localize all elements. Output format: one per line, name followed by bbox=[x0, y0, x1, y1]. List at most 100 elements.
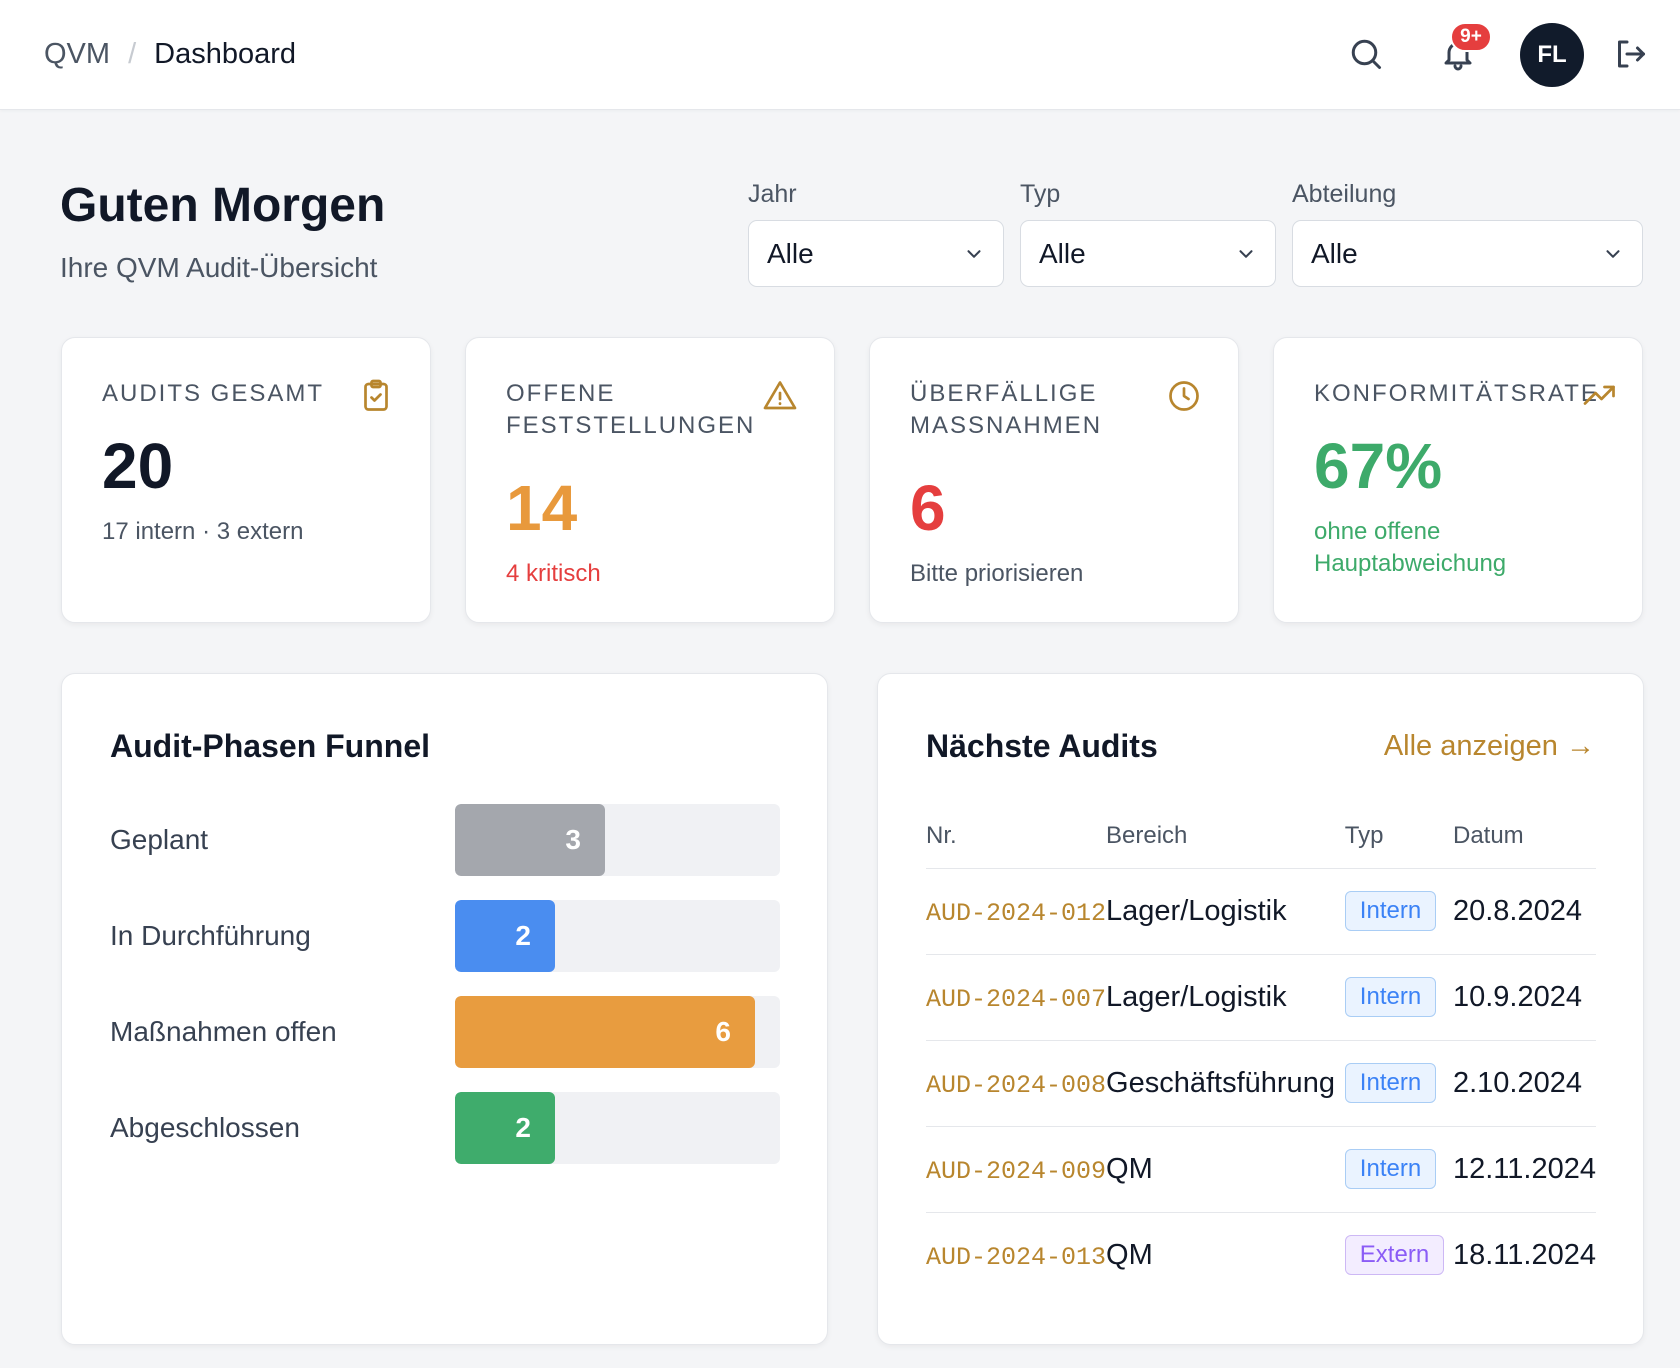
top-bar: QVM / Dashboard 9+ FL bbox=[0, 0, 1680, 110]
audit-date: 20.8.2024 bbox=[1452, 868, 1596, 955]
funnel-row: Abgeschlossen 2 bbox=[110, 1092, 780, 1164]
funnel-bar-in-durchfuehrung: 2 bbox=[455, 900, 555, 972]
funnel-row: In Durchführung 2 bbox=[110, 900, 780, 972]
clock-icon bbox=[1169, 381, 1199, 411]
kpi-card-audits: AUDITS GESAMT 20 17 intern · 3 extern bbox=[61, 337, 431, 623]
notification-badge: 9+ bbox=[1450, 22, 1492, 52]
audit-number[interactable]: AUD-2024-012 bbox=[926, 898, 1107, 928]
audit-date: 12.11.2024 bbox=[1452, 1126, 1596, 1213]
audit-area: Lager/Logistik bbox=[1106, 868, 1345, 955]
type-badge: Intern bbox=[1344, 977, 1437, 1017]
funnel-bar-geplant: 3 bbox=[455, 804, 605, 876]
funnel-track: 2 bbox=[455, 900, 780, 972]
type-select[interactable]: Alle bbox=[1020, 220, 1276, 287]
kpi-card-findings: OFFENE FESTSTELLUNGEN 14 4 kritisch bbox=[465, 337, 835, 623]
next-audits-title: Nächste Audits bbox=[926, 728, 1158, 764]
kpi-label: KONFORMITÄTSRATE bbox=[1314, 380, 1599, 407]
filter-label: Abteilung bbox=[1292, 180, 1397, 208]
filter-label: Jahr bbox=[748, 180, 797, 208]
department-select[interactable]: Alle bbox=[1292, 220, 1643, 287]
funnel-label: Maßnahmen offen bbox=[110, 1016, 337, 1047]
kpi-subtext: 4 kritisch bbox=[506, 560, 601, 587]
column-header-typ: Typ bbox=[1344, 804, 1453, 869]
breadcrumb: QVM / Dashboard bbox=[44, 38, 296, 71]
year-select[interactable]: Alle bbox=[748, 220, 1004, 287]
audit-number[interactable]: AUD-2024-009 bbox=[926, 1156, 1107, 1186]
kpi-subtext: ohne offene Hauptabweichung bbox=[1314, 518, 1507, 577]
audit-area: Lager/Logistik bbox=[1106, 954, 1345, 1041]
clipboard-check-icon bbox=[364, 379, 388, 411]
chevron-down-icon bbox=[967, 249, 981, 258]
audit-area: QM bbox=[1106, 1126, 1345, 1213]
filter-jahr: Jahr Alle bbox=[748, 180, 1004, 287]
funnel-row: Geplant 3 bbox=[110, 804, 780, 876]
audit-date: 2.10.2024 bbox=[1452, 1040, 1596, 1127]
kpi-label: OFFENE FESTSTELLUNGEN bbox=[506, 380, 756, 439]
table-row[interactable]: AUD-2024-008 Geschäftsführung Intern 2.1… bbox=[926, 1040, 1596, 1127]
audits-table: Nr. Bereich Typ Datum AUD-2024-012 Lager… bbox=[926, 804, 1596, 1298]
funnel-bar-value: 3 bbox=[565, 824, 581, 855]
select-value: Alle bbox=[1311, 237, 1358, 269]
warning-triangle-icon bbox=[763, 381, 797, 410]
logout-button[interactable] bbox=[1608, 32, 1652, 76]
logout-icon bbox=[1618, 40, 1645, 68]
kpi-subtext: Bitte priorisieren bbox=[910, 560, 1084, 587]
kpi-value: 14 bbox=[506, 472, 578, 544]
funnel-track: 6 bbox=[455, 996, 780, 1068]
search-icon bbox=[1351, 39, 1381, 69]
kpi-label: AUDITS GESAMT bbox=[102, 380, 325, 407]
audit-number[interactable]: AUD-2024-007 bbox=[926, 984, 1107, 1014]
funnel-title: Audit-Phasen Funnel bbox=[110, 728, 430, 764]
audit-date: 10.9.2024 bbox=[1452, 954, 1596, 1041]
filter-label: Typ bbox=[1020, 180, 1061, 208]
audit-number[interactable]: AUD-2024-013 bbox=[926, 1242, 1107, 1272]
audit-area: QM bbox=[1106, 1238, 1153, 1271]
breadcrumb-separator: / bbox=[128, 38, 137, 70]
kpi-value: 6 bbox=[910, 472, 946, 544]
kpi-card-overdue: ÜBERFÄLLIGE MASSNAHMEN 6 Bitte priorisie… bbox=[869, 337, 1239, 623]
select-value: Alle bbox=[767, 237, 814, 269]
funnel-track: 2 bbox=[455, 1092, 780, 1164]
next-audits-panel: Nächste Audits Alle anzeigen → Nr. Berei… bbox=[877, 673, 1644, 1345]
kpi-label: ÜBERFÄLLIGE MASSNAHMEN bbox=[910, 380, 1103, 439]
kpi-subtext: 17 intern · 3 extern bbox=[102, 518, 304, 545]
type-badge: Intern bbox=[1344, 1149, 1437, 1189]
audit-date: 18.11.2024 bbox=[1452, 1238, 1596, 1271]
table-row[interactable]: AUD-2024-007 Lager/Logistik Intern 10.9.… bbox=[926, 954, 1596, 1041]
table-row[interactable]: AUD-2024-009 QM Intern 12.11.2024 bbox=[926, 1126, 1596, 1213]
funnel-label: In Durchführung bbox=[110, 920, 311, 951]
kpi-value: 20 bbox=[102, 430, 174, 502]
page-title: Guten Morgen bbox=[60, 179, 386, 232]
funnel-bar-value: 6 bbox=[715, 1016, 731, 1047]
avatar[interactable]: FL bbox=[1520, 23, 1584, 87]
search-button[interactable] bbox=[1344, 32, 1388, 76]
show-all-link[interactable]: Alle anzeigen → bbox=[1383, 730, 1595, 762]
select-value: Alle bbox=[1039, 237, 1086, 269]
funnel-track: 3 bbox=[455, 804, 780, 876]
table-header-row: Nr. Bereich Typ Datum bbox=[926, 804, 1596, 869]
funnel-bar-massnahmen-offen: 6 bbox=[455, 996, 755, 1068]
breadcrumb-root[interactable]: QVM bbox=[44, 38, 111, 70]
type-badge: Extern bbox=[1344, 1235, 1445, 1276]
filter-abteilung: Abteilung Alle bbox=[1292, 180, 1643, 287]
column-header-nr: Nr. bbox=[926, 804, 1107, 869]
trending-up-icon bbox=[1583, 385, 1615, 405]
table-row[interactable]: AUD-2024-012 Lager/Logistik Intern 20.8.… bbox=[926, 868, 1596, 955]
type-badge: Intern bbox=[1344, 891, 1437, 931]
chevron-down-icon bbox=[1606, 249, 1620, 258]
funnel-panel: Audit-Phasen Funnel Geplant 3 In Durchfü… bbox=[61, 673, 828, 1345]
type-badge: Intern bbox=[1344, 1063, 1437, 1103]
chevron-down-icon bbox=[1239, 249, 1253, 258]
funnel-bar-value: 2 bbox=[515, 1112, 531, 1143]
filter-typ: Typ Alle bbox=[1020, 180, 1276, 287]
funnel-bar-abgeschlossen: 2 bbox=[455, 1092, 555, 1164]
funnel-label: Geplant bbox=[110, 824, 209, 855]
table-row[interactable]: AUD-2024-013 QM Extern 18.11.2024 bbox=[926, 1212, 1596, 1298]
funnel-row: Maßnahmen offen 6 bbox=[110, 996, 780, 1068]
audit-number[interactable]: AUD-2024-008 bbox=[926, 1070, 1107, 1100]
funnel-label: Abgeschlossen bbox=[110, 1112, 300, 1143]
column-header-bereich: Bereich bbox=[1106, 804, 1345, 869]
page-subtitle: Ihre QVM Audit-Übersicht bbox=[60, 252, 378, 283]
column-header-datum: Datum bbox=[1452, 804, 1596, 869]
kpi-card-compliance: KONFORMITÄTSRATE 67% ohne offene Hauptab… bbox=[1273, 337, 1643, 623]
